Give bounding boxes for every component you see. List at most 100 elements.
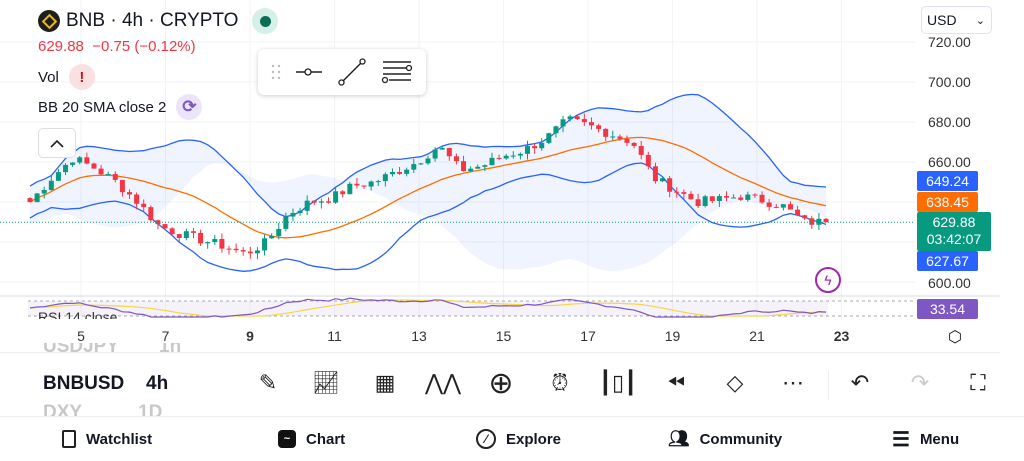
time-axis-label: 17 bbox=[580, 328, 596, 344]
candle bbox=[702, 196, 708, 206]
market-open-icon[interactable] bbox=[252, 8, 279, 34]
vol-label: Vol bbox=[38, 68, 59, 86]
candle bbox=[809, 218, 815, 225]
candle bbox=[55, 172, 61, 181]
time-axis-label: 13 bbox=[411, 328, 427, 344]
candle bbox=[105, 174, 111, 176]
chart-icon: ~ bbox=[278, 430, 296, 448]
candle bbox=[112, 174, 118, 180]
layers-icon[interactable]: ◇ bbox=[726, 370, 744, 395]
candle bbox=[63, 164, 69, 173]
candle bbox=[368, 181, 374, 187]
candle bbox=[802, 215, 808, 219]
candle bbox=[574, 116, 580, 120]
candle bbox=[489, 157, 495, 166]
candle bbox=[496, 157, 502, 159]
redo-icon[interactable]: ↷ bbox=[910, 370, 930, 395]
candle bbox=[660, 178, 666, 182]
more-icon[interactable]: ⋯ bbox=[782, 370, 804, 395]
price-axis-label: 700.00 bbox=[928, 74, 971, 90]
time-axis-label: 5 bbox=[77, 328, 85, 344]
candle bbox=[816, 218, 822, 225]
candle bbox=[738, 197, 744, 200]
currency-label: USD bbox=[927, 12, 957, 28]
symbol-legend[interactable]: BNB · 4h · CRYPTO bbox=[38, 8, 279, 34]
fullscreen-icon[interactable]: ⛶ bbox=[970, 370, 986, 395]
bb-upper-line bbox=[29, 93, 827, 218]
nav-watchlist[interactable]: Watchlist bbox=[62, 420, 152, 458]
last-price-tag: 629.88 03:42:07 bbox=[917, 212, 991, 251]
candle bbox=[219, 238, 225, 249]
draw-icon[interactable]: ✎ bbox=[258, 370, 278, 395]
candle bbox=[247, 251, 253, 254]
drawing-floating-toolbar bbox=[258, 49, 426, 95]
candle bbox=[141, 203, 147, 208]
candle bbox=[48, 180, 54, 190]
candle bbox=[652, 166, 658, 182]
rsi-band bbox=[28, 301, 828, 316]
candle bbox=[340, 191, 346, 195]
nav-label: Community bbox=[699, 430, 783, 448]
drag-handle-icon[interactable] bbox=[271, 63, 281, 81]
patterns-icon[interactable]: ⋀⋀ bbox=[424, 370, 462, 395]
undo-icon[interactable]: ↶ bbox=[850, 370, 870, 395]
candle bbox=[588, 122, 594, 126]
community-icon: 👥︎ bbox=[668, 429, 690, 448]
indicators-icon[interactable]: 📈︎ bbox=[312, 370, 340, 395]
chart-type-icon[interactable]: ┃▯┃ bbox=[598, 370, 638, 395]
candle bbox=[70, 162, 76, 165]
nav-label: Menu bbox=[919, 430, 960, 448]
candle bbox=[432, 149, 438, 159]
bar-countdown: 03:42:07 bbox=[926, 231, 982, 247]
candle bbox=[446, 148, 452, 157]
candle bbox=[532, 146, 538, 149]
price-axis-label: 660.00 bbox=[928, 154, 971, 170]
nav-chart[interactable]: ~ Chart bbox=[278, 420, 345, 458]
candle bbox=[397, 171, 403, 174]
bb-indicator[interactable]: BB 20 SMA close 2 ⟳ bbox=[38, 94, 203, 120]
horizontal-lines-icon[interactable] bbox=[381, 58, 413, 86]
candle bbox=[503, 155, 509, 159]
collapse-legend-button[interactable] bbox=[38, 128, 76, 158]
candle bbox=[27, 198, 33, 203]
candle bbox=[525, 146, 530, 154]
candle bbox=[546, 133, 552, 143]
watchlist-prev[interactable]: USDJPY 1h bbox=[43, 343, 182, 357]
nav-community[interactable]: 👥︎ Community bbox=[668, 420, 782, 458]
candle bbox=[638, 145, 644, 155]
rsi-legend[interactable]: RSI 14 close bbox=[38, 309, 118, 319]
candle bbox=[688, 193, 694, 200]
candle bbox=[98, 168, 104, 175]
refresh-icon[interactable]: ⟳ bbox=[176, 94, 203, 120]
candle bbox=[169, 228, 175, 235]
price-chart[interactable] bbox=[0, 0, 1024, 350]
time-axis-label: 19 bbox=[664, 328, 681, 344]
currency-select[interactable]: USD ⌄ bbox=[921, 6, 992, 34]
error-icon[interactable]: ! bbox=[68, 64, 95, 90]
add-icon[interactable]: ⊕ bbox=[488, 366, 514, 400]
candle bbox=[233, 248, 239, 251]
settings-hex-icon[interactable]: ⬡ bbox=[948, 329, 962, 346]
candle bbox=[411, 164, 417, 170]
horizontal-ray-icon[interactable] bbox=[295, 66, 323, 78]
watchlist-current[interactable]: BNBUSD 4h bbox=[43, 373, 169, 394]
last-price: 629.88 bbox=[932, 214, 976, 230]
layouts-icon[interactable]: ▦ bbox=[374, 370, 396, 395]
bb-label: BB 20 SMA close 2 bbox=[38, 98, 167, 116]
candle bbox=[759, 194, 765, 203]
nav-menu[interactable]: ☰ Menu bbox=[892, 420, 959, 458]
nav-explore[interactable]: ⁄ Explore bbox=[476, 420, 561, 458]
replay-icon[interactable]: ⏪︎ bbox=[667, 370, 685, 395]
time-axis-label: 11 bbox=[327, 328, 342, 344]
alert-icon[interactable]: ⏰︎ bbox=[551, 370, 569, 395]
candle bbox=[198, 232, 204, 244]
candle bbox=[290, 213, 296, 217]
candle bbox=[41, 189, 47, 194]
candle bbox=[326, 201, 331, 203]
candle bbox=[624, 138, 630, 143]
candle bbox=[596, 125, 602, 129]
trend-line-icon[interactable] bbox=[337, 57, 367, 87]
lightning-icon[interactable]: ϟ bbox=[815, 267, 841, 293]
watchlist-next[interactable]: DXY 1D bbox=[43, 402, 163, 416]
vol-indicator[interactable]: Vol! bbox=[38, 64, 95, 90]
